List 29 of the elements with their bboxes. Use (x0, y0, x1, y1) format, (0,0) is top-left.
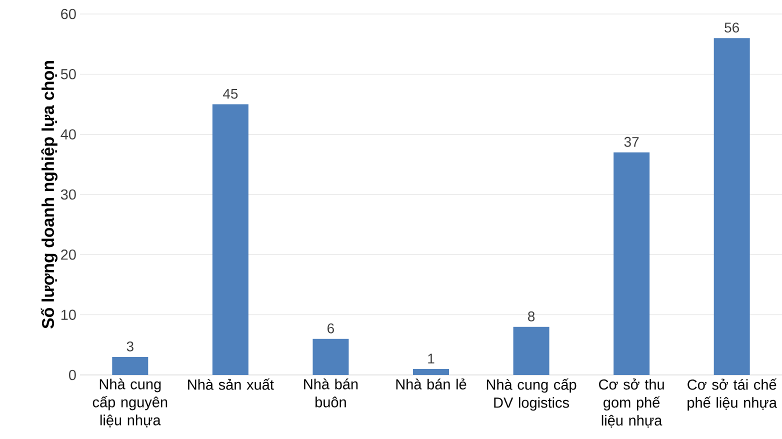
bar (614, 152, 650, 375)
x-tick-label: Nhà cung cấp DV logistics (486, 378, 576, 411)
data-label: 6 (328, 323, 334, 334)
x-tick-label: Nhà cung cấp nguyên liệu nhựa (92, 378, 168, 428)
x-tick-label: Cơ sở thu gom phế liệu nhựa (599, 378, 664, 428)
bar (312, 338, 349, 375)
bar (112, 356, 148, 375)
bar (413, 368, 449, 375)
data-label: 37 (624, 136, 639, 147)
data-label: 3 (126, 341, 134, 352)
data-label: 8 (528, 311, 535, 322)
y-axis-title: Số lượng doanh nghiệp lựa chọn (40, 61, 58, 329)
bar (714, 38, 750, 375)
data-label: 56 (724, 22, 740, 33)
x-tick-label: Nhà sản xuất (188, 378, 274, 390)
y-tick-label: 50 (60, 69, 76, 80)
y-tick-label: 20 (61, 250, 76, 260)
y-tick-label: 30 (60, 189, 76, 200)
y-tick-label: 40 (60, 129, 76, 140)
x-tick-label: Cơ sở tái chế phế liệu nhựa (688, 378, 777, 411)
x-tick-label: Nhà bán lẻ (396, 378, 466, 390)
data-label: 45 (222, 88, 238, 99)
y-tick-label: 0 (68, 370, 76, 380)
x-tick-label: Nhà bán buôn (304, 378, 358, 408)
bar (513, 326, 550, 375)
y-tick-label: 60 (61, 8, 76, 20)
data-label: 1 (428, 354, 434, 364)
y-tick-label: 10 (61, 310, 76, 320)
bar (212, 104, 248, 375)
